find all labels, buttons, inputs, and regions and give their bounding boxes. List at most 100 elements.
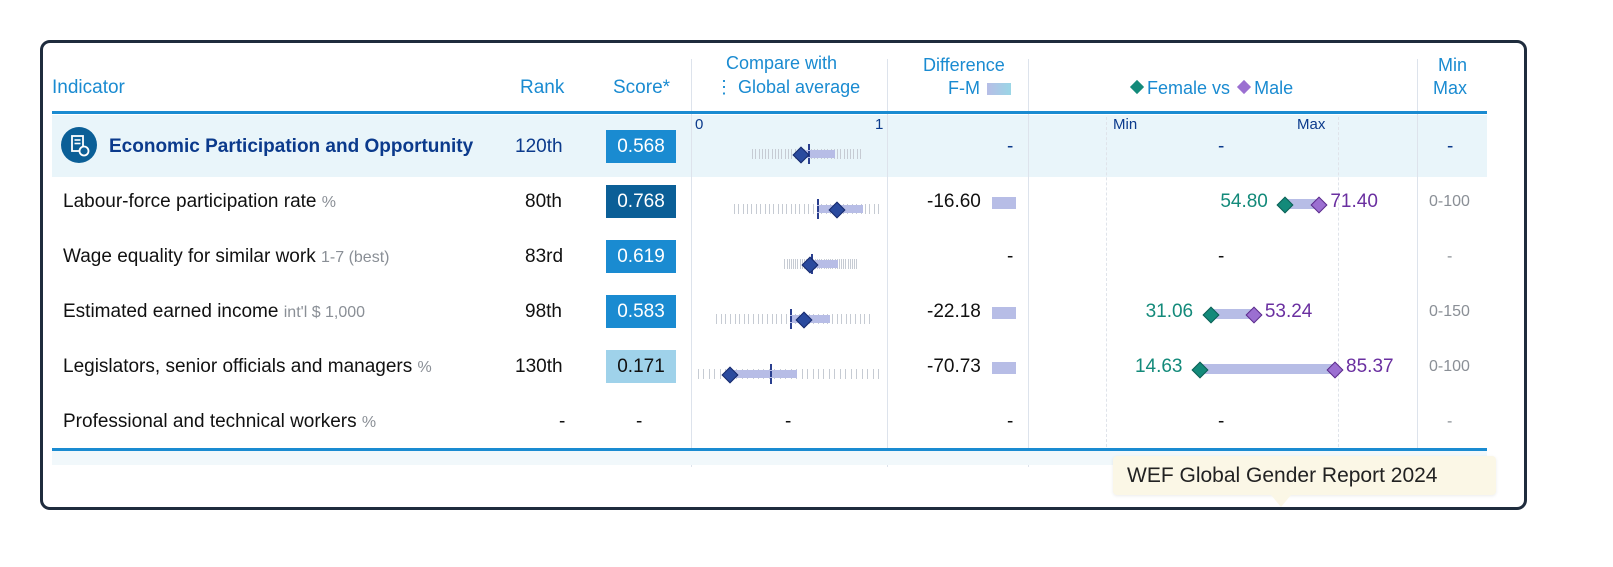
distribution-tick: [841, 314, 843, 324]
distribution-tick: [753, 314, 755, 324]
distribution-tick: [714, 369, 716, 379]
row-compare-chart: [698, 199, 879, 221]
distribution-tick: [768, 204, 770, 214]
header-difference-line2: F-M: [948, 78, 980, 98]
global-average-line: [770, 364, 772, 384]
distribution-tick: [703, 369, 705, 379]
distribution-tick: [790, 204, 792, 214]
dashed-line-icon: ⋮: [715, 77, 733, 97]
distribution-tick: [839, 369, 841, 379]
distribution-tick: [771, 149, 773, 159]
row-difference: -70.73: [927, 356, 981, 377]
distribution-tick: [801, 369, 803, 379]
row-rank: 80th: [525, 191, 562, 212]
table-bottom-border: [52, 448, 1487, 451]
score-band: [728, 370, 797, 378]
distribution-tick: [748, 314, 750, 324]
distribution-tick: [765, 149, 767, 159]
difference-bar: [992, 197, 1016, 209]
distribution-tick: [856, 369, 858, 379]
distribution-tick: [777, 204, 779, 214]
distribution-tick: [781, 149, 783, 159]
distribution-tick: [784, 149, 786, 159]
header-compare-line1[interactable]: Compare with: [726, 53, 838, 73]
distribution-tick: [845, 314, 847, 324]
distribution-tick: [795, 204, 797, 214]
column-divider: [1028, 59, 1029, 467]
distribution-tick: [719, 369, 721, 379]
male-value: 71.40: [1330, 191, 1378, 212]
header-max-line2[interactable]: Max: [1433, 78, 1468, 98]
header-female-vs-male[interactable]: Female vs Male: [1129, 78, 1293, 99]
distribution-tick: [720, 314, 722, 324]
header-difference[interactable]: F-M: [948, 78, 1011, 99]
header-compare[interactable]: ⋮ Global average: [715, 77, 860, 98]
distribution-tick: [803, 204, 805, 214]
distribution-tick: [836, 314, 838, 324]
distribution-tick: [850, 149, 852, 159]
distribution-tick: [773, 204, 775, 214]
row-compare-chart: [698, 254, 878, 276]
distribution-tick: [849, 259, 851, 269]
category-difference: -: [1007, 136, 1014, 157]
row-label-text: Labour-force participation rate: [63, 191, 317, 212]
distribution-tick: [859, 314, 861, 324]
distribution-tick: [768, 149, 770, 159]
distribution-tick: [873, 204, 875, 214]
female-value: 31.06: [1145, 301, 1194, 322]
header-rank[interactable]: Rank: [520, 77, 565, 98]
distribution-tick: [761, 149, 763, 159]
distribution-tick: [872, 369, 874, 379]
row-compare: -: [785, 411, 792, 432]
row-minmax: 0-150: [1429, 303, 1470, 320]
row-label-professional-technical[interactable]: Professional and technical workers %: [63, 411, 376, 433]
column-divider: [1417, 59, 1418, 467]
distribution-tick: [742, 204, 744, 214]
distribution-tick: [778, 149, 780, 159]
distribution-tick: [828, 369, 830, 379]
distribution-tick: [755, 149, 757, 159]
distribution-tick: [755, 204, 757, 214]
female-value: 54.80: [1220, 191, 1268, 212]
distribution-tick: [867, 369, 869, 379]
row-difference: -16.60: [927, 191, 981, 212]
distribution-tick: [747, 204, 749, 214]
header-difference-line1[interactable]: Difference: [923, 55, 1005, 75]
tooltip-tail: [1271, 495, 1291, 507]
female-diamond-icon: [1129, 79, 1145, 95]
header-indicator[interactable]: Indicator: [52, 77, 125, 98]
header-score[interactable]: Score*: [613, 77, 671, 98]
row-label-labour-force[interactable]: Labour-force participation rate %: [63, 191, 336, 213]
distribution-tick: [758, 149, 760, 159]
row-label-legislators[interactable]: Legislators, senior officials and manage…: [63, 356, 432, 378]
row-fvm: -: [1218, 246, 1225, 267]
row-label-wage-equality[interactable]: Wage equality for similar work 1-7 (best…: [63, 246, 389, 268]
row-label-text: Professional and technical workers: [63, 411, 357, 432]
distribution-tick: [788, 259, 790, 269]
row-fvm-chart: 14.63 85.37: [1093, 356, 1413, 382]
distribution-tick: [782, 204, 783, 214]
row-label-earned-income[interactable]: Estimated earned income int'l $ 1,000: [63, 301, 365, 323]
distribution-tick: [878, 369, 879, 379]
score-band: [809, 260, 839, 268]
header-divider: [52, 111, 1487, 114]
distribution-tick: [864, 314, 866, 324]
row-compare-chart: [698, 309, 878, 331]
distribution-tick: [843, 149, 845, 159]
compare-axis-1: 1: [875, 116, 884, 133]
row-unit: %: [361, 414, 377, 431]
row-minmax: 0-100: [1429, 358, 1470, 375]
row-label-text: Estimated earned income: [63, 301, 279, 322]
distribution-tick: [869, 314, 870, 324]
row-label-text: Wage equality for similar work: [63, 246, 316, 267]
row-unit: 1-7 (best): [321, 249, 390, 266]
header-min-line1[interactable]: Min: [1438, 55, 1468, 75]
difference-bar: [992, 362, 1016, 374]
category-label[interactable]: Economic Participation and Opportunity: [109, 136, 474, 157]
male-diamond-icon: [1236, 79, 1252, 95]
distribution-tick: [788, 149, 789, 159]
row-rank: -: [559, 411, 566, 432]
row-unit: %: [321, 194, 336, 211]
row-difference: -: [1007, 246, 1014, 267]
distribution-tick: [854, 259, 856, 269]
